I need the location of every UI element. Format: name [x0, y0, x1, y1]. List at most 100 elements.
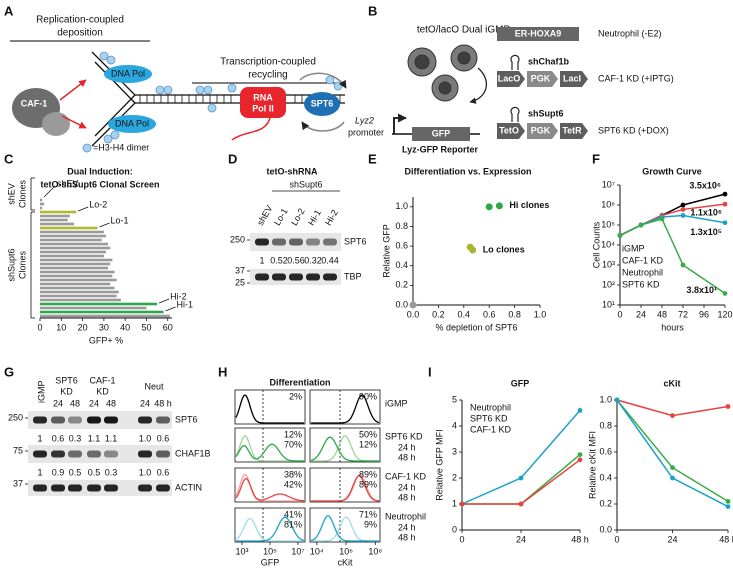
- quant-label: 0.6: [157, 467, 170, 477]
- band: [156, 416, 170, 424]
- bar: [40, 294, 117, 298]
- group-label: Clones: [17, 250, 27, 279]
- promoter-arrow: [393, 113, 407, 134]
- x-tick-label: 1.0: [534, 309, 547, 319]
- y-tick-label: 0.4: [395, 260, 408, 270]
- band: [138, 416, 152, 424]
- construct-box: [497, 71, 525, 87]
- histogram: [236, 516, 305, 542]
- label: Lyz-GFP Reporter: [402, 144, 479, 154]
- histogram-frame: [309, 427, 381, 463]
- point: [459, 501, 465, 507]
- x-tick-label: 24: [667, 534, 677, 544]
- label: DNA Pol: [111, 68, 145, 78]
- panel-label: D: [228, 151, 237, 166]
- point: [577, 457, 583, 463]
- construct-box: [497, 123, 525, 139]
- lane-label: Hi-2: [323, 208, 340, 227]
- y-tick-label: 0.2: [599, 498, 612, 508]
- bar: [40, 246, 111, 250]
- point: [680, 207, 686, 212]
- quant-label: 0.9: [52, 467, 65, 477]
- arrow: [61, 115, 87, 129]
- band: [68, 416, 82, 424]
- bar: [40, 206, 43, 210]
- band: [306, 238, 320, 246]
- label: Pol II: [252, 103, 274, 113]
- x-tick-label: 96: [699, 309, 709, 319]
- point: [680, 202, 686, 208]
- construct-name: shChaf1b: [528, 56, 570, 66]
- bar: [40, 266, 109, 270]
- shape: [438, 81, 452, 95]
- quant-label: 1.0: [139, 433, 152, 443]
- y-tick-label: 10⁵: [601, 219, 615, 229]
- percent-label: 12%: [284, 429, 302, 439]
- point: [469, 246, 477, 254]
- hairpin: [510, 106, 520, 122]
- point: [725, 499, 731, 504]
- quant-label: 0.3: [105, 467, 118, 477]
- blot-label: SPT6: [175, 414, 198, 424]
- y-tick-label: 5: [452, 394, 457, 404]
- bar: [40, 290, 119, 294]
- quant-label: 1.1: [88, 433, 101, 443]
- band: [289, 238, 303, 246]
- bar: [40, 298, 121, 302]
- mw-marker: 37: [235, 265, 245, 275]
- x-tick-label: 0: [459, 534, 464, 544]
- construct-part: PGK: [531, 125, 551, 135]
- time-label: 24: [53, 398, 63, 408]
- band: [87, 416, 101, 424]
- x-tick-label: 10⁴: [310, 546, 324, 556]
- bar: [40, 314, 170, 318]
- group-label: Clones: [17, 179, 27, 208]
- label-arrow: [99, 222, 110, 228]
- band: [138, 484, 152, 492]
- point: [725, 404, 731, 409]
- group-label: Neut: [144, 381, 164, 391]
- lane-label: iGMP: [36, 381, 46, 404]
- x-tick-label: 120: [717, 309, 732, 319]
- bar: [40, 310, 164, 314]
- label: RNA: [253, 92, 273, 102]
- lane-label: Hi-1: [306, 208, 323, 227]
- histogram-frame: [234, 389, 306, 425]
- point: [670, 465, 675, 470]
- heading: tetO/lacO Dual iGMPs: [417, 25, 515, 36]
- shape: [203, 85, 213, 95]
- quant-label: 1.0: [139, 467, 152, 477]
- x-tick-label: 0.4: [458, 309, 471, 319]
- panel-label: G: [4, 364, 14, 379]
- construct-box: [527, 123, 558, 139]
- mw-marker: 250: [8, 412, 23, 422]
- point: [518, 475, 524, 481]
- x-tick-label: 0: [37, 322, 42, 332]
- y-tick-label: 0.0: [395, 299, 408, 309]
- shape: [110, 130, 120, 140]
- band: [104, 450, 118, 458]
- condition-label: CAF-1 KD (+IPTG): [598, 73, 674, 83]
- label: promoter: [348, 127, 384, 137]
- quant-label: 0.52: [270, 255, 288, 265]
- point: [638, 222, 644, 228]
- construct-part: TetR: [562, 125, 582, 135]
- histogram-frame: [234, 427, 306, 463]
- bar: [40, 286, 115, 290]
- panel-a: Replication-coupled deposition Transcrip…: [10, 15, 347, 153]
- row-time: 48 h: [398, 492, 416, 502]
- histogram: [310, 515, 379, 542]
- y-axis-label: Relative cKit MFI: [587, 431, 597, 499]
- percent-label: 71%: [359, 509, 377, 519]
- x-tick-label: 24: [516, 534, 526, 544]
- histogram: [235, 394, 304, 424]
- band: [138, 450, 152, 458]
- heading: tetO-shRNA: [267, 166, 318, 176]
- quant-label: 1: [259, 255, 264, 265]
- y-tick-label: 10⁶: [601, 199, 615, 209]
- legend-entry: SPT6 KD: [470, 413, 508, 423]
- point: [680, 213, 686, 218]
- percent-label: 89%: [359, 479, 377, 489]
- bar: [40, 238, 102, 242]
- band: [87, 450, 101, 458]
